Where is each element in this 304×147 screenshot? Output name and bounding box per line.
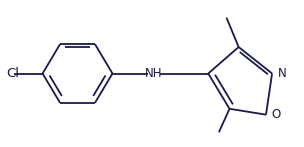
Text: NH: NH bbox=[145, 67, 162, 80]
Text: N: N bbox=[278, 67, 286, 80]
Text: Cl: Cl bbox=[6, 67, 19, 80]
Text: O: O bbox=[271, 108, 281, 121]
